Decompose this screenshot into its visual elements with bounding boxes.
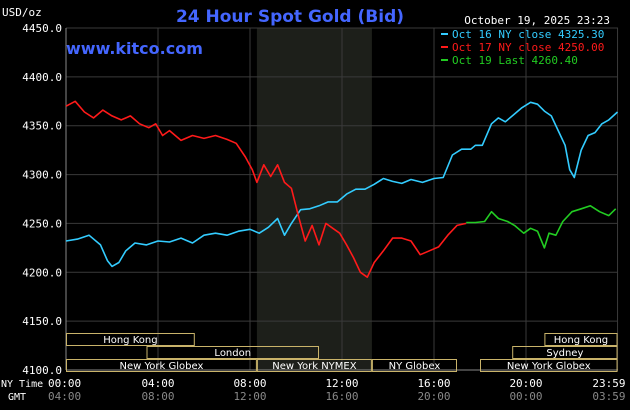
session-label-6: NY Globex bbox=[389, 361, 441, 372]
session-label-0: Hong Kong bbox=[103, 335, 157, 346]
nymex-shaded-region bbox=[256, 28, 372, 370]
session-label-4: New York Globex bbox=[120, 361, 204, 372]
y-tick-label-2: 4350.0 bbox=[22, 120, 62, 133]
session-label-5: New York NYMEX bbox=[272, 361, 357, 372]
x-tick-ny-6: 23:59 bbox=[592, 377, 625, 390]
session-label-2: London bbox=[214, 348, 251, 359]
legend-label-oct17: Oct 17 NY close 4250.00 bbox=[452, 41, 604, 54]
session-box-4 bbox=[66, 359, 257, 372]
series-line-oct17 bbox=[65, 100, 467, 278]
ny-time-row-label: NY Time bbox=[1, 379, 43, 390]
site-watermark: www.kitco.com bbox=[66, 39, 203, 58]
chart-title: 24 Hour Spot Gold (Bid) bbox=[176, 7, 404, 27]
y-tick-label-0: 4450.0 bbox=[22, 22, 62, 35]
y-tick-label-6: 4150.0 bbox=[22, 315, 62, 328]
x-tick-gmt-2: 12:00 bbox=[233, 390, 266, 403]
legend-label-oct19: Oct 19 Last 4260.40 bbox=[452, 54, 578, 67]
y-tick-label-7: 4100.0 bbox=[22, 364, 62, 377]
session-box-5 bbox=[256, 359, 372, 372]
x-tick-gmt-5: 00:00 bbox=[509, 390, 542, 403]
x-tick-gmt-0: 04:00 bbox=[48, 390, 81, 403]
trading-sessions: Hong Kong Hong Kong London Sydney New York G… bbox=[66, 333, 618, 372]
session-box-2 bbox=[146, 346, 319, 359]
price-series bbox=[65, 100, 619, 278]
y-unit-label: USD/oz bbox=[2, 6, 42, 19]
x-tick-gmt-1: 08:00 bbox=[141, 390, 174, 403]
session-box-0 bbox=[66, 333, 195, 346]
grid-lines bbox=[65, 27, 619, 371]
y-tick-label-3: 4300.0 bbox=[22, 169, 62, 182]
x-tick-gmt-3: 16:00 bbox=[325, 390, 358, 403]
series-line-oct16 bbox=[65, 101, 619, 268]
session-label-3: Sydney bbox=[546, 348, 583, 359]
y-tick-label-1: 4400.0 bbox=[22, 71, 62, 84]
session-label-1: Hong Kong bbox=[554, 335, 608, 346]
y-tick-label-5: 4200.0 bbox=[22, 266, 62, 279]
x-tick-ny-3: 12:00 bbox=[325, 377, 358, 390]
x-tick-ny-4: 16:00 bbox=[417, 377, 450, 390]
legend-label-oct16: Oct 16 NY close 4325.30 bbox=[452, 28, 604, 41]
session-box-1 bbox=[544, 333, 618, 346]
session-box-6 bbox=[371, 359, 457, 372]
y-tick-label-4: 4250.0 bbox=[22, 217, 62, 230]
session-label-7: New York Globex bbox=[507, 361, 591, 372]
x-tick-ny-2: 08:00 bbox=[233, 377, 266, 390]
session-box-7 bbox=[480, 359, 618, 372]
x-axis-ticks: 00:0004:0004:0008:0008:0012:0012:0016:00… bbox=[48, 377, 626, 403]
y-axis-ticks: 4450.0 4400.0 4350.0 4300.0 4250.0 4200.0 4150… bbox=[22, 22, 62, 377]
session-box-3 bbox=[512, 346, 618, 359]
series-line-oct19 bbox=[466, 205, 617, 249]
x-tick-gmt-4: 20:00 bbox=[417, 390, 450, 403]
x-tick-gmt-6: 03:59 bbox=[592, 390, 625, 403]
x-tick-ny-0: 00:00 bbox=[48, 377, 81, 390]
gmt-row-label: GMT bbox=[8, 392, 26, 403]
x-tick-ny-5: 20:00 bbox=[509, 377, 542, 390]
date-label: October 19, 2025 23:23 bbox=[464, 14, 610, 27]
x-tick-ny-1: 04:00 bbox=[141, 377, 174, 390]
